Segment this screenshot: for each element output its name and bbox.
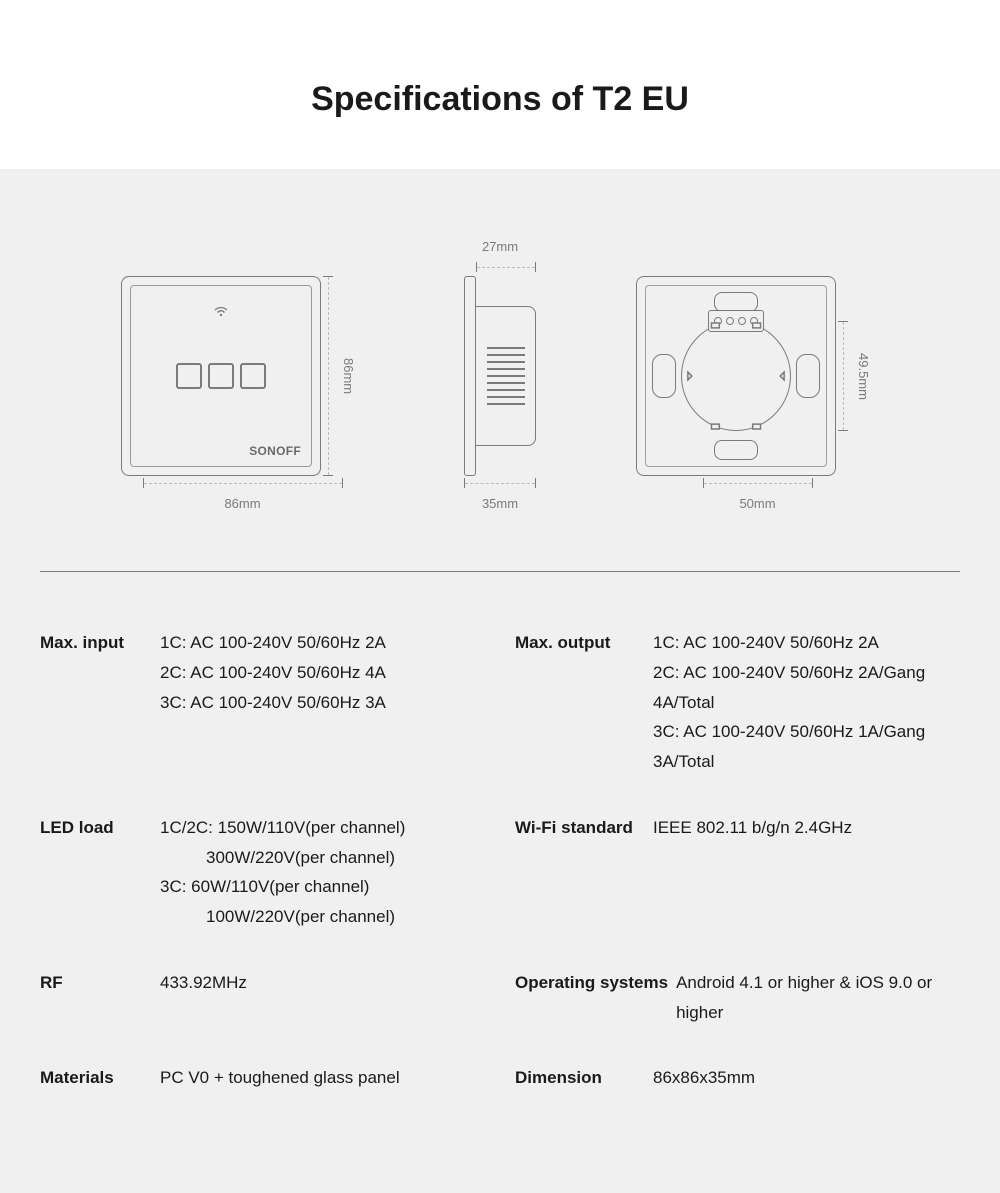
diagram-back: 49.5mm 50mm [636, 276, 879, 511]
spec-line: 3C: 60W/110V(per channel) [160, 872, 485, 902]
vent-lines [487, 347, 525, 405]
diagram-side: 27mm 35mm [464, 239, 536, 511]
mount-ear-bottom [714, 440, 758, 460]
spec-line: 3C: AC 100-240V 50/60Hz 3A [160, 688, 485, 718]
spec-dimension: Dimension 86x86x35mm [515, 1063, 960, 1093]
dim-tick [476, 262, 536, 272]
dim-back-diameter: 50mm [739, 496, 775, 511]
spec-os: Operating systems Android 4.1 or higher … [515, 968, 960, 1028]
spec-materials: Materials PC V0 + toughened glass panel [40, 1063, 485, 1093]
spec-wifi: Wi-Fi standard IEEE 802.11 b/g/n 2.4GHz [515, 813, 960, 932]
spec-line: IEEE 802.11 b/g/n 2.4GHz [653, 813, 960, 843]
spec-max-input: Max. input 1C: AC 100-240V 50/60Hz 2A 2C… [40, 628, 485, 777]
touch-button-2 [208, 363, 234, 389]
dim-tick [703, 478, 813, 488]
wifi-icon [214, 306, 228, 320]
back-panel [636, 276, 836, 476]
side-faceplate [464, 276, 476, 476]
spec-panel: SONOFF 86mm 86mm 27mm [0, 169, 1000, 1193]
dim-side-total: 35mm [464, 496, 536, 511]
spec-led-load: LED load 1C/2C: 150W/110V(per channel) 3… [40, 813, 485, 932]
page-title: Specifications of T2 EU [0, 80, 1000, 119]
diagram-front: SONOFF 86mm 86mm [121, 276, 364, 511]
spec-line: PC V0 + toughened glass panel [160, 1063, 485, 1093]
back-module-circle [681, 321, 791, 431]
dim-tick-v [838, 321, 848, 431]
spec-value: 86x86x35mm [653, 1063, 960, 1093]
title-wrap: Specifications of T2 EU [0, 0, 1000, 169]
spec-label: Wi-Fi standard [515, 813, 645, 932]
spec-line: 1C/2C: 150W/110V(per channel) [160, 813, 485, 843]
spec-line: 3C: AC 100-240V 50/60Hz 1A/Gang 3A/Total [653, 717, 960, 777]
spec-line: 100W/220V(per channel) [160, 902, 485, 932]
dim-side-module: 27mm [470, 239, 530, 254]
touch-button-1 [176, 363, 202, 389]
spec-value: 433.92MHz [160, 968, 485, 1028]
page: Specifications of T2 EU [0, 0, 1000, 1193]
brand-label: SONOFF [249, 444, 301, 458]
spec-label: Dimension [515, 1063, 645, 1093]
spec-value: IEEE 802.11 b/g/n 2.4GHz [653, 813, 960, 932]
dim-front-height: 86mm [333, 358, 364, 394]
touch-button-3 [240, 363, 266, 389]
front-panel: SONOFF [121, 276, 321, 476]
dim-tick-h [143, 478, 343, 488]
touch-buttons [176, 363, 266, 389]
spec-rf: RF 433.92MHz [40, 968, 485, 1028]
circle-notches-icon [682, 322, 790, 430]
spec-label: Materials [40, 1063, 152, 1093]
spec-label: Operating systems [515, 968, 668, 1028]
spec-grid: Max. input 1C: AC 100-240V 50/60Hz 2A 2C… [40, 572, 960, 1093]
spec-label: Max. output [515, 628, 645, 777]
mount-ear-right [796, 354, 820, 398]
dim-front-width: 86mm [143, 496, 343, 511]
spec-value: 1C/2C: 150W/110V(per channel) 300W/220V(… [160, 813, 485, 932]
spec-line: 86x86x35mm [653, 1063, 960, 1093]
spec-line: Android 4.1 or higher & iOS 9.0 or highe… [676, 968, 960, 1028]
spec-max-output: Max. output 1C: AC 100-240V 50/60Hz 2A 2… [515, 628, 960, 777]
dim-tick [464, 478, 536, 488]
mount-ear-left [652, 354, 676, 398]
spec-value: PC V0 + toughened glass panel [160, 1063, 485, 1093]
spec-value: Android 4.1 or higher & iOS 9.0 or highe… [676, 968, 960, 1028]
mount-ear-top [714, 292, 758, 312]
spec-value: 1C: AC 100-240V 50/60Hz 2A 2C: AC 100-24… [160, 628, 485, 777]
spec-line: 300W/220V(per channel) [160, 843, 485, 873]
spec-label: Max. input [40, 628, 152, 777]
spec-value: 1C: AC 100-240V 50/60Hz 2A 2C: AC 100-24… [653, 628, 960, 777]
spec-line: 2C: AC 100-240V 50/60Hz 4A [160, 658, 485, 688]
dim-back-span: 49.5mm [848, 353, 879, 400]
spec-label: LED load [40, 813, 152, 932]
diagrams-row: SONOFF 86mm 86mm 27mm [40, 239, 960, 511]
side-module [476, 306, 536, 446]
spec-line: 433.92MHz [160, 968, 485, 998]
dim-tick-v [323, 276, 333, 476]
spec-line: 2C: AC 100-240V 50/60Hz 2A/Gang 4A/Total [653, 658, 960, 718]
spec-line: 1C: AC 100-240V 50/60Hz 2A [160, 628, 485, 658]
spec-line: 1C: AC 100-240V 50/60Hz 2A [653, 628, 960, 658]
spec-label: RF [40, 968, 152, 1028]
